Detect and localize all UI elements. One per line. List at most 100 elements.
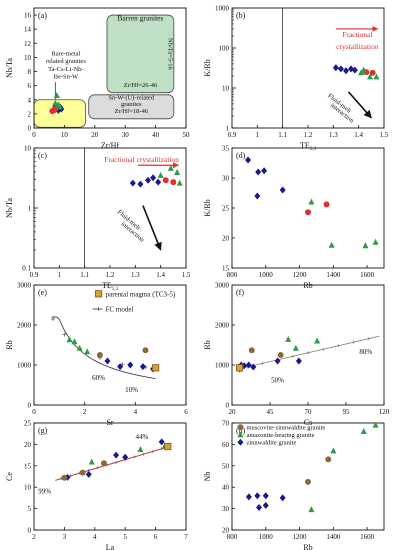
region-label: granites	[121, 101, 142, 108]
data-point	[343, 67, 349, 75]
y-tick-label: 10	[24, 484, 32, 492]
data-point	[328, 241, 335, 248]
data-point	[248, 347, 255, 354]
x-axis-title: Sr	[106, 418, 113, 427]
fraction-label: 80%	[359, 348, 372, 356]
fc-model-tick	[68, 474, 72, 478]
x-axis-title-sub: 1,3	[112, 287, 119, 292]
y-tick-label: 2000	[215, 322, 230, 330]
y-tick-label: 1000	[17, 362, 32, 370]
data-point	[292, 344, 299, 351]
x-axis-title: TE1,3	[300, 141, 317, 152]
data-point	[158, 438, 165, 446]
x-tick-label: 1.3	[131, 271, 140, 279]
y-tick-label: 30	[222, 505, 230, 513]
data-point	[139, 363, 146, 371]
data-point	[96, 352, 103, 358]
region-label: Nb/Ta=5-16	[167, 38, 174, 70]
data-point	[84, 348, 91, 355]
y-tick-label: 1	[28, 205, 32, 213]
panel-e: (e) 0 2 4 6 0 1000 2000 3000 Sr Rb 60% 10% parental m…	[5, 282, 188, 428]
region-snw	[88, 94, 175, 120]
y-axis-title: K/Rb	[203, 59, 212, 76]
y-tick-label: 1	[226, 125, 230, 133]
x-tick-label: 95	[343, 408, 351, 416]
fluid-arrow	[347, 91, 372, 119]
y-tick-label: 16	[24, 12, 32, 20]
plot-frame	[231, 7, 385, 129]
plot-frame	[33, 7, 187, 129]
fraction-label: 50%	[271, 377, 284, 385]
legend-swatch	[237, 424, 244, 431]
plot-frame	[231, 422, 385, 531]
panel-label: (b)	[236, 11, 246, 20]
data-point	[129, 179, 136, 187]
fc-model-tick	[96, 466, 100, 470]
legend-label: amazonite-bearing granite	[246, 432, 314, 439]
y-tick-label: 0	[226, 402, 230, 410]
data-point	[150, 174, 157, 182]
y-tick-label: 10	[222, 85, 230, 93]
x-tick-label: 1400	[326, 533, 341, 541]
panel-h: (h) 800 1000 1200 1400 1600 20 30 40 50 60 70 Rb Nb mu…	[203, 420, 385, 550]
y-tick-label: 6	[28, 82, 32, 90]
x-tick-label: 1.5	[380, 131, 389, 139]
x-tick-label: 2	[83, 408, 87, 416]
data-point	[76, 344, 83, 351]
x-tick-label: 1.5	[182, 271, 191, 279]
data-point	[337, 65, 344, 73]
data-point	[367, 73, 374, 80]
y-tick-label: 15	[222, 265, 230, 273]
y-tick-label: 20	[222, 235, 230, 243]
y-tick-label: 30	[222, 175, 230, 183]
data-point	[167, 164, 174, 171]
x-tick-label: 0.9	[30, 271, 39, 279]
fc-model-tick	[260, 361, 264, 365]
y-tick-label: 2000	[17, 322, 32, 330]
legend-label: parental magma (TC3-5)	[106, 290, 176, 298]
x-tick-label: 20	[229, 408, 237, 416]
region-label: Be-Sn-W	[54, 74, 79, 81]
fc-model-tick	[120, 362, 125, 367]
y-tick-label: 70	[222, 420, 230, 428]
fc-model-tick	[291, 354, 295, 358]
y-tick-label: 1000	[215, 362, 230, 370]
x-tick-label: 1	[256, 131, 260, 139]
fraction-label: 10%	[125, 386, 138, 394]
panel-f: (f) 20 45 70 95 120 0 1000 2000 3000 Cs Rb 50% 80%	[203, 282, 390, 428]
fc-label: Fractional crystallization	[104, 155, 179, 164]
panel-c: (c) 0.9 1 1.1 1.2 1.3 1.4 1.5 0.1 1 10 TE1,3 Nb/Ta Fr…	[5, 145, 191, 293]
fc-model-tick	[151, 450, 155, 454]
panel-label: (g)	[38, 426, 48, 435]
fc-model-tick	[336, 344, 340, 348]
x-axis-title: Cs	[304, 418, 312, 427]
panel-a: (a)0 10 20 30 40 500246810121416Zr/HfNb/TaBar…	[5, 7, 190, 150]
plot-frame	[231, 284, 385, 406]
legend-swatch	[97, 307, 100, 311]
data-point	[170, 179, 177, 186]
fraction-label: 44%	[135, 433, 148, 441]
data-point	[151, 364, 160, 372]
region-label: Rare-metal	[51, 50, 80, 57]
y-tick-label: 4	[28, 96, 32, 104]
fc-model-line	[55, 445, 171, 481]
data-point	[52, 105, 59, 112]
data-point	[305, 478, 311, 485]
fc-label: crystallization	[336, 42, 379, 51]
data-point	[279, 186, 286, 194]
panel-label: (h)	[236, 426, 246, 435]
y-tick-label: 3000	[215, 282, 230, 290]
data-point	[145, 176, 151, 184]
data-point	[137, 180, 144, 188]
data-point	[250, 363, 257, 371]
region-label: Ta-Cs-Li-Nb-	[48, 66, 84, 73]
data-point	[332, 64, 339, 72]
x-axis-title-sub: 1,3	[310, 147, 317, 152]
x-tick-label: 1.2	[106, 271, 115, 279]
panel-g: (g) 2 3 4 5 6 7 0 5 10 15 20 25 La Ce 99% 44%	[5, 420, 188, 550]
x-axis-title: Rb	[303, 543, 312, 550]
x-tick-label: 1000	[259, 533, 274, 541]
data-point	[325, 456, 332, 463]
data-point	[71, 338, 78, 345]
